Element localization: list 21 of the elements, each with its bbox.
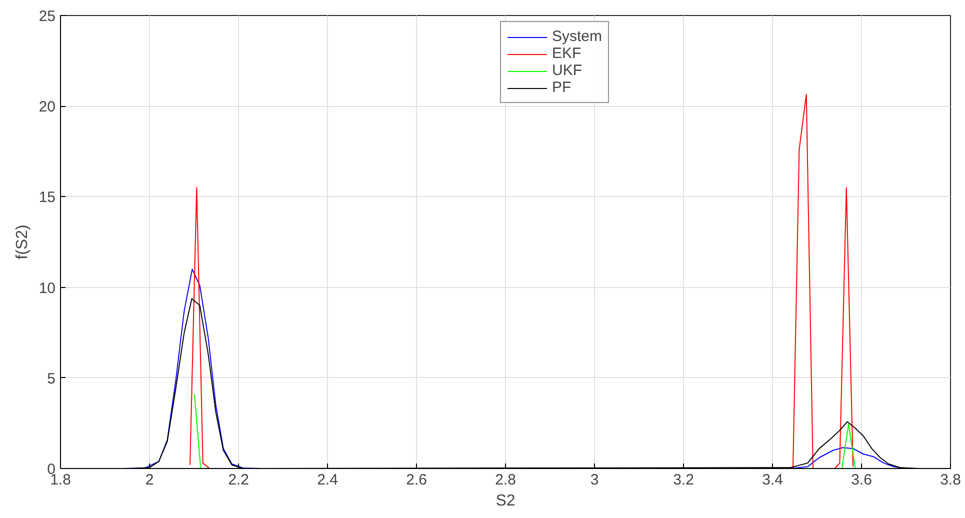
y-tick-label: 5 xyxy=(47,370,56,388)
y-tick-label: 15 xyxy=(38,189,56,206)
legend-label: System xyxy=(552,28,602,45)
x-tick-label: 3.6 xyxy=(851,472,872,488)
y-tick-label: 10 xyxy=(38,280,56,297)
y-tick-label: 20 xyxy=(38,98,56,116)
x-tick-label: 2.6 xyxy=(406,472,427,488)
y-axis-title: f(S2) xyxy=(14,224,31,260)
x-tick-label: 2.2 xyxy=(228,472,249,488)
x-axis-title: S2 xyxy=(496,492,516,510)
legend-label: EKF xyxy=(552,45,582,62)
x-tick-label: 3.4 xyxy=(762,472,783,488)
x-tick-label: 2.8 xyxy=(495,472,516,488)
y-tick-label: 25 xyxy=(38,8,56,25)
x-tick-label: 3 xyxy=(590,472,599,488)
x-tick-label: 3.8 xyxy=(940,472,961,488)
legend-label: UKF xyxy=(552,62,582,79)
x-tick-label: 2 xyxy=(145,472,154,488)
x-tick-label: 2.4 xyxy=(317,472,338,488)
legend-label: PF xyxy=(552,79,572,96)
x-tick-label: 3.2 xyxy=(673,472,694,488)
